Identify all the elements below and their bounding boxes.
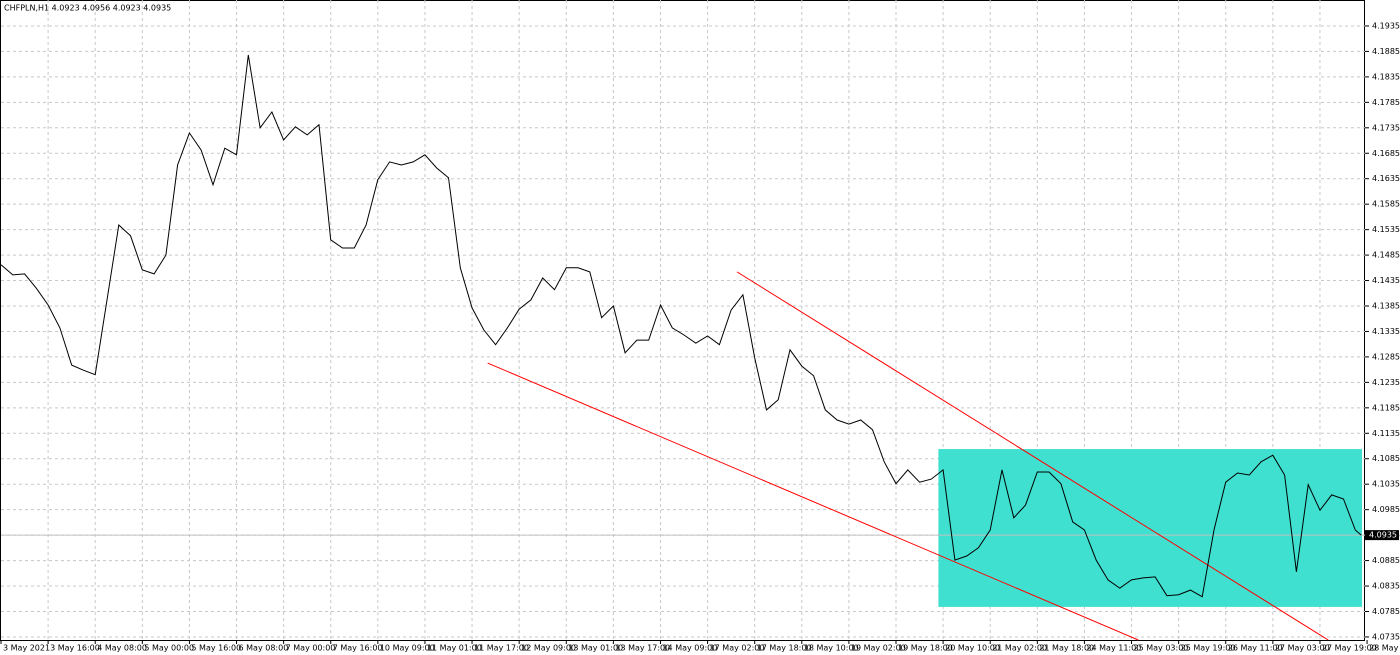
x-tick-label: 20 May 10:00 [945, 644, 1000, 653]
y-tick-label: 4.1785 [1372, 98, 1400, 107]
y-tick-label: 4.0735 [1372, 632, 1400, 641]
y-tick-label: 4.1085 [1372, 454, 1400, 463]
y-tick-label: 4.1935 [1372, 21, 1400, 30]
x-tick-label: 3 May 2021 [3, 644, 50, 653]
last-price-box [1365, 530, 1399, 541]
y-tick-label: 4.1485 [1372, 251, 1400, 260]
x-tick-label: 6 May 08:00 [239, 644, 289, 653]
y-tick-label: 4.1685 [1372, 149, 1400, 158]
x-tick-label: 24 May 11:00 [1086, 644, 1141, 653]
x-tick-label: 17 May 18:00 [757, 644, 812, 653]
chart-title: CHFPLN,H1 4.0923 4.0956 4.0923 4.0935 [4, 4, 171, 13]
x-tick-label: 14 May 09:00 [662, 644, 717, 653]
x-tick-label: 7 May 16:00 [333, 644, 383, 653]
x-tick-label: 5 May 16:00 [191, 644, 241, 653]
last-price-label: 4.0935 [1369, 531, 1397, 540]
y-tick-label: 4.1735 [1372, 123, 1400, 132]
x-tick-label: 25 May 19:00 [1181, 644, 1236, 653]
x-tick-label: 27 May 19:00 [1322, 644, 1377, 653]
y-tick-label: 4.1035 [1372, 480, 1400, 489]
x-tick-label: 4 May 08:00 [97, 644, 147, 653]
y-tick-label: 4.1135 [1372, 429, 1400, 438]
x-tick-label: 27 May 03:00 [1275, 644, 1330, 653]
y-tick-label: 4.0885 [1372, 556, 1400, 565]
y-tick-label: 4.1285 [1372, 352, 1400, 361]
y-tick-label: 4.1535 [1372, 225, 1400, 234]
y-tick-label: 4.1835 [1372, 72, 1400, 81]
x-tick-label: 28 May 11:00 [1369, 644, 1400, 653]
x-tick-label: 11 May 17:00 [474, 644, 529, 653]
x-tick-label: 3 May 16:00 [50, 644, 100, 653]
x-tick-label: 17 May 02:00 [710, 644, 765, 653]
y-tick-label: 4.1335 [1372, 327, 1400, 336]
y-tick-label: 4.1885 [1372, 47, 1400, 56]
y-tick-label: 4.1385 [1372, 301, 1400, 310]
x-tick-label: 5 May 00:00 [144, 644, 194, 653]
y-tick-label: 4.1235 [1372, 378, 1400, 387]
price-line [0, 54, 1362, 598]
y-tick-label: 4.0835 [1372, 582, 1400, 591]
y-tick-label: 4.1435 [1372, 276, 1400, 285]
x-tick-label: 26 May 11:00 [1228, 644, 1283, 653]
x-tick-label: 25 May 03:00 [1134, 644, 1189, 653]
x-tick-label: 18 May 10:00 [804, 644, 859, 653]
y-tick-label: 4.1185 [1372, 403, 1400, 412]
y-tick-label: 4.0985 [1372, 505, 1400, 514]
y-tick-label: 4.1635 [1372, 174, 1400, 183]
x-tick-label: 21 May 02:00 [992, 644, 1047, 653]
x-tick-label: 10 May 09:00 [380, 644, 435, 653]
x-tick-label: 21 May 18:00 [1039, 644, 1094, 653]
x-tick-label: 7 May 00:00 [286, 644, 336, 653]
trendline [736, 271, 1329, 641]
trendline [487, 362, 1139, 641]
y-tick-label: 4.0785 [1372, 607, 1400, 616]
x-tick-label: 13 May 01:00 [568, 644, 623, 653]
x-tick-label: 12 May 09:00 [521, 644, 576, 653]
x-tick-label: 19 May 18:00 [898, 644, 953, 653]
x-tick-label: 13 May 17:00 [615, 644, 670, 653]
x-tick-label: 19 May 02:00 [851, 644, 906, 653]
x-tick-label: 11 May 01:00 [427, 644, 482, 653]
y-tick-label: 4.1585 [1372, 200, 1400, 209]
